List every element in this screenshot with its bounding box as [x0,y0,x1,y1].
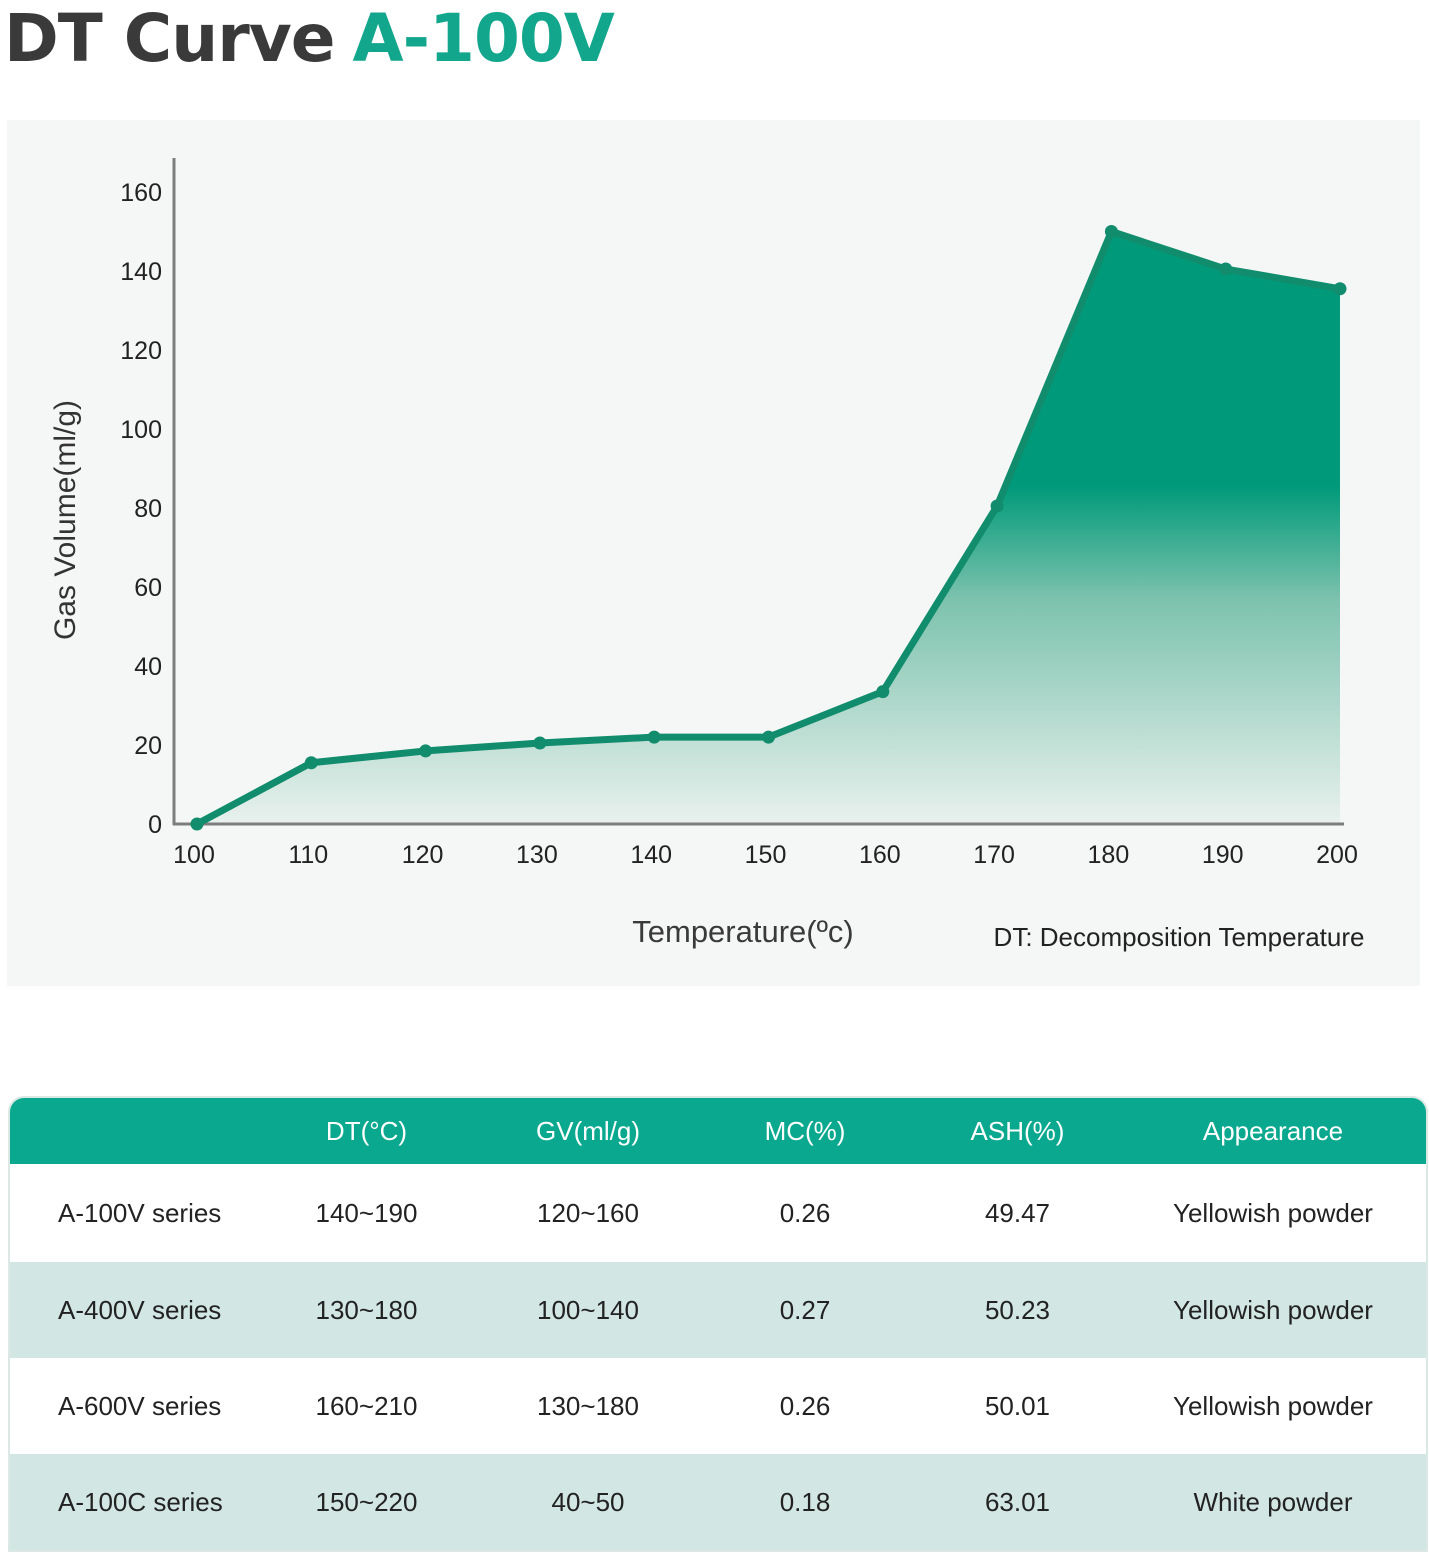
table-cell: 0.27 [695,1262,915,1358]
table-row: A-100C series 150~220 40~50 0.18 63.01 White … [10,1454,1426,1550]
x-tick-label: 130 [516,841,558,869]
y-tick-label: 160 [120,179,162,207]
table-cell: 40~50 [481,1454,695,1550]
page-title: DT Curve A-100V [4,0,615,77]
x-tick-label: 150 [745,841,787,869]
data-point [190,817,204,831]
table-header-cell: ASH(%) [915,1098,1120,1164]
y-tick-label: 80 [134,495,162,523]
table-body: A-100V series 140~190 120~160 0.26 49.47 Yell… [10,1164,1426,1550]
table-cell: 160~210 [252,1358,481,1454]
table-header-cell: DT(°C) [252,1098,481,1164]
table-cell: 50.01 [915,1358,1120,1454]
data-point [762,730,775,744]
data-point [1333,282,1347,296]
y-tick-label: 100 [120,416,162,444]
y-tick-label: 40 [134,653,162,681]
data-point [990,499,1004,513]
y-tick-label: 60 [134,574,162,602]
table-cell: 140~190 [252,1164,481,1262]
x-tick-label: 180 [1088,841,1130,869]
y-tick-label: 140 [120,258,162,286]
y-tick-label: 20 [134,732,162,760]
dt-curve-chart: 100 110 120 130 140 150 160 170 180 190 200 0 20 40 60… [49,158,1365,952]
x-tick-label: 100 [173,841,215,869]
product-name-cell: A-600V series [10,1358,252,1454]
data-point [647,730,661,744]
table-cell: 0.26 [695,1164,915,1262]
data-point [304,756,318,770]
product-name-cell: A-100C series [10,1454,252,1550]
product-name-cell: A-400V series [10,1262,252,1358]
table-cell: 150~220 [252,1454,481,1550]
x-tick-label: 160 [859,841,901,869]
table-header-cell: Appearance [1120,1098,1426,1164]
table-cell: 100~140 [481,1262,695,1358]
x-tick-label: 190 [1202,841,1244,869]
data-point [533,736,547,750]
title-model: A-100V [352,0,615,77]
data-point [1219,262,1233,276]
table-row: A-100V series 140~190 120~160 0.26 49.47 Yell… [10,1164,1426,1262]
table-cell: 120~160 [481,1164,695,1262]
x-axis-title: Temperature(ºc) [632,914,854,949]
table-header-cell: MC(%) [695,1098,915,1164]
data-point [876,685,890,699]
table-cell: 63.01 [915,1454,1120,1550]
x-tick-label: 140 [630,841,672,869]
data-point [1104,225,1118,238]
y-tick-label: 0 [148,811,162,839]
y-tick-label: 120 [120,337,162,365]
table-cell: Yellowish powder [1120,1262,1426,1358]
table-cell: 130~180 [481,1358,695,1454]
table-cell: 0.26 [695,1358,915,1454]
table-cell: White powder [1120,1454,1426,1550]
x-tick-label: 170 [973,841,1015,869]
table-cell: Yellowish powder [1120,1358,1426,1454]
x-tick-label: 110 [288,841,328,869]
table-header-row: DT(°C) GV(ml/g) MC(%) ASH(%) Appearance [10,1098,1426,1164]
title-main: DT Curve [4,0,336,77]
dt-annotation: DT: Decomposition Temperature [994,922,1365,952]
table-header-cell: GV(ml/g) [481,1098,695,1164]
x-tick-label: 200 [1316,841,1358,869]
spec-table: DT(°C) GV(ml/g) MC(%) ASH(%) Appearance A-10… [10,1098,1426,1550]
x-tick-label: 120 [402,841,444,869]
table-row: A-400V series 130~180 100~140 0.27 50.23 Yell… [10,1262,1426,1358]
table-cell: 0.18 [695,1454,915,1550]
product-name-cell: A-100V series [10,1164,252,1262]
series-area [197,231,1340,824]
table-cell: 130~180 [252,1262,481,1358]
data-point [419,744,433,758]
chart-panel: 100 110 120 130 140 150 160 170 180 190 200 0 20 40 60… [7,120,1420,986]
y-axis-title: Gas Volume(ml/g) [49,400,82,640]
table-row: A-600V series 160~210 130~180 0.26 50.01 Yell… [10,1358,1426,1454]
table-cell: 50.23 [915,1262,1120,1358]
table-cell: Yellowish powder [1120,1164,1426,1262]
table-cell: 49.47 [915,1164,1120,1262]
table-header-cell [10,1098,252,1164]
